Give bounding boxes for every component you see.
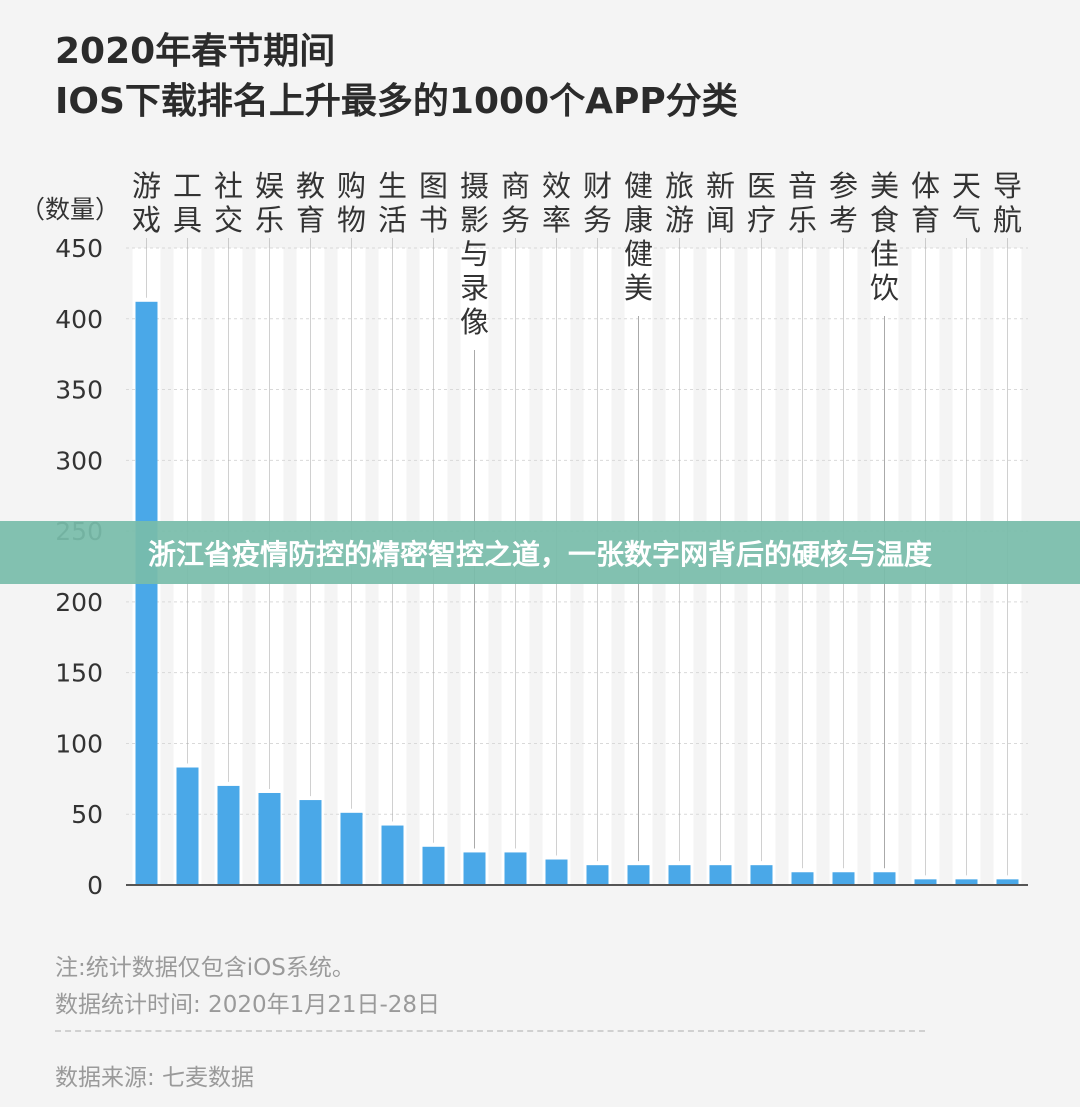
category-label-char: 导 (993, 169, 1022, 203)
y-tick-label: 0 (87, 871, 103, 900)
category-label-char: 乐 (255, 203, 284, 237)
category-label-char: 社 (214, 169, 243, 203)
headline-banner[interactable]: 浙江省疫情防控的精密智控之道，一张数字网背后的硬核与温度 (0, 521, 1080, 584)
footer-note: 注:统计数据仅包含iOS系统。 (55, 955, 355, 981)
bar (873, 872, 896, 885)
category-label-char: 考 (829, 203, 858, 237)
category-label-char: 育 (296, 203, 325, 237)
category-label-char: 游 (665, 203, 694, 237)
bar (709, 865, 732, 885)
category-label-char: 天 (952, 169, 981, 203)
y-axis-label: （数量） (20, 195, 120, 224)
y-tick-label: 100 (55, 729, 103, 758)
category-label-char: 疗 (747, 203, 776, 237)
bar (299, 800, 322, 885)
category-label-char: 美 (870, 169, 899, 203)
y-tick-label: 400 (55, 305, 103, 334)
bar (914, 879, 937, 885)
bar (545, 859, 568, 885)
category-label-char: 像 (460, 305, 489, 339)
category-label-char: 摄 (460, 169, 489, 203)
category-label-char: 戏 (132, 203, 161, 237)
category-label-char: 务 (583, 203, 612, 237)
category-label-char: 音 (788, 169, 817, 203)
category-labels: 游戏工具社交娱乐教育购物生活图书摄影与录像商务效率财务健康健美旅游新闻医疗音乐参… (132, 169, 1022, 339)
category-label-char: 财 (583, 169, 612, 203)
category-label-char: 食 (870, 203, 899, 237)
category-label-char: 佳 (870, 237, 899, 271)
category-label-char: 教 (296, 169, 325, 203)
chart-title-line-1: 2020年春节期间 (55, 31, 336, 72)
category-label-char: 娱 (255, 169, 284, 203)
category-label-char: 健 (624, 169, 653, 203)
bars (135, 301, 1019, 885)
bar (217, 785, 240, 885)
category-label-char: 活 (378, 203, 407, 237)
bar (381, 825, 404, 885)
bar (996, 879, 1019, 885)
bar (135, 301, 158, 885)
category-label-char: 参 (829, 169, 858, 203)
bar (340, 812, 363, 885)
y-tick-label: 150 (55, 659, 103, 688)
y-tick-label: 300 (55, 446, 103, 475)
category-label-char: 率 (542, 203, 571, 237)
category-label-char: 物 (337, 203, 366, 237)
data-source: 数据来源: 七麦数据 (55, 1065, 255, 1091)
y-tick-labels: 050100150200250300350400450 (55, 234, 103, 900)
y-tick-label: 200 (55, 588, 103, 617)
category-label-char: 交 (214, 203, 243, 237)
category-label-char: 健 (624, 237, 653, 271)
category-label-char: 美 (624, 271, 653, 305)
footer-date-range: 数据统计时间: 2020年1月21日-28日 (55, 992, 441, 1018)
category-label-char: 影 (460, 203, 489, 237)
category-label-char: 闻 (706, 203, 735, 237)
category-label-char: 生 (378, 169, 407, 203)
category-label-char: 新 (706, 169, 735, 203)
bar-chart: 050100150200250300350400450 游戏工具社交娱乐教育购物… (20, 169, 1028, 900)
bar (176, 767, 199, 885)
category-label-char: 商 (501, 169, 530, 203)
category-label-char: 航 (993, 203, 1022, 237)
bar (791, 872, 814, 885)
category-label-char: 体 (911, 169, 940, 203)
bar (627, 865, 650, 885)
category-label-char: 饮 (870, 271, 899, 305)
y-tick-label: 450 (55, 234, 103, 263)
bar (668, 865, 691, 885)
category-label-char: 具 (173, 203, 202, 237)
headline-text[interactable]: 浙江省疫情防控的精密智控之道，一张数字网背后的硬核与温度 (147, 537, 932, 571)
bar (832, 872, 855, 885)
category-label-char: 游 (132, 169, 161, 203)
bar (258, 792, 281, 885)
y-tick-label: 50 (71, 800, 103, 829)
category-label-char: 气 (952, 203, 981, 237)
category-label-char: 旅 (665, 169, 694, 203)
chart-title-line-2: IOS下载排名上升最多的1000个APP分类 (55, 81, 738, 122)
bar (504, 852, 527, 885)
category-label-char: 图 (419, 169, 448, 203)
footer-divider (55, 1030, 925, 1032)
bar (955, 879, 978, 885)
category-label-char: 录 (460, 271, 489, 305)
bar (422, 846, 445, 885)
category-label-char: 与 (460, 237, 489, 271)
category-label-char: 书 (419, 203, 448, 237)
category-label-char: 购 (337, 169, 366, 203)
category-label-char: 务 (501, 203, 530, 237)
category-label-char: 乐 (788, 203, 817, 237)
bar (463, 852, 486, 885)
y-tick-label: 350 (55, 376, 103, 405)
bar (750, 865, 773, 885)
category-label-char: 医 (747, 169, 776, 203)
category-label-char: 育 (911, 203, 940, 237)
category-label-char: 工 (173, 169, 202, 203)
category-label-char: 康 (624, 203, 653, 237)
bar (586, 865, 609, 885)
category-label-char: 效 (542, 169, 571, 203)
